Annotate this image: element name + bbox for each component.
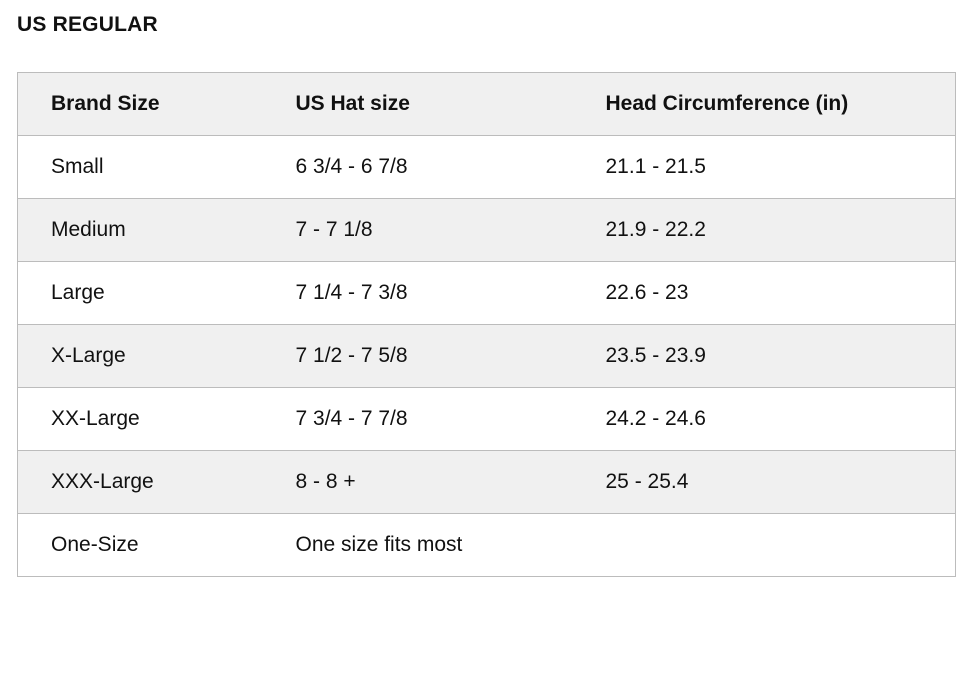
table-row: XXX-Large 8 - 8 +25 - 25.4 <box>17 450 956 514</box>
table-row: XX-Large 7 3/4 - 7 7/8 24.2 - 24.6 <box>17 387 956 451</box>
table-row: X-Large 7 1/2 - 7 5/8 23.5 - 23.9 <box>17 324 956 388</box>
size-chart-table: Brand Size US Hat size Head Circumferenc… <box>17 72 956 577</box>
table-row: Large 7 1/4 - 7 3/8 22.6 - 23 <box>17 261 956 325</box>
cell-us-hat-size: 7 1/4 - 7 3/8 <box>262 261 573 325</box>
cell-brand-size: XXX-Large <box>17 450 263 514</box>
cell-brand-size: Large <box>17 261 263 325</box>
table-row: Small 6 3/4 - 6 7/8 21.1 - 21.5 <box>17 135 956 199</box>
cell-us-hat-size: One size fits most <box>262 513 956 577</box>
cell-us-hat-size: 7 - 7 1/8 <box>262 198 573 262</box>
table-body: Small 6 3/4 - 6 7/8 21.1 - 21.5 Medium 7 - 7… <box>17 135 956 577</box>
cell-us-hat-size: 7 3/4 - 7 7/8 <box>262 387 573 451</box>
column-header-brand-size: Brand Size <box>17 72 263 136</box>
cell-brand-size: XX-Large <box>17 387 263 451</box>
table-header-row: Brand Size US Hat size Head Circumferenc… <box>17 72 956 136</box>
cell-brand-size: X-Large <box>17 324 263 388</box>
page-title: US REGULAR <box>17 13 158 36</box>
table-header: Brand Size US Hat size Head Circumferenc… <box>17 72 956 136</box>
cell-head-circumference: 23.5 - 23.9 <box>572 324 956 388</box>
cell-us-hat-size: 7 1/2 - 7 5/8 <box>262 324 573 388</box>
cell-head-circumference: 21.1 - 21.5 <box>572 135 956 199</box>
cell-brand-size: One-Size <box>17 513 263 577</box>
cell-us-hat-size: 6 3/4 - 6 7/8 <box>262 135 573 199</box>
column-header-head-circumference: Head Circumference (in) <box>572 72 956 136</box>
cell-head-circumference: 22.6 - 23 <box>572 261 956 325</box>
cell-brand-size: Small <box>17 135 263 199</box>
cell-brand-size: Medium <box>17 198 263 262</box>
table-row: Medium 7 - 7 1/8 21.9 - 22.2 <box>17 198 956 262</box>
cell-head-circumference: 25 - 25.4 <box>572 450 956 514</box>
size-table-container: Brand Size US Hat size Head Circumferenc… <box>17 72 956 577</box>
cell-us-hat-size: 8 - 8 + <box>262 450 573 514</box>
cell-head-circumference: 21.9 - 22.2 <box>572 198 956 262</box>
column-header-us-hat-size: US Hat size <box>262 72 573 136</box>
cell-head-circumference: 24.2 - 24.6 <box>572 387 956 451</box>
table-row: One-Size One size fits most <box>17 513 956 577</box>
